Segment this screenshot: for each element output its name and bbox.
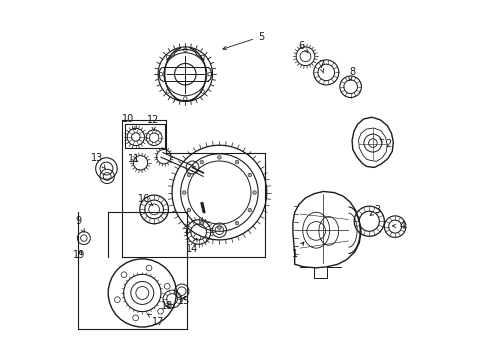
Text: 9: 9	[76, 216, 84, 232]
Circle shape	[217, 226, 221, 229]
Circle shape	[235, 221, 238, 225]
Text: 11: 11	[128, 154, 140, 164]
Text: 1: 1	[291, 242, 303, 258]
Circle shape	[200, 221, 203, 225]
Text: 12: 12	[146, 115, 159, 131]
Text: 14: 14	[186, 238, 198, 254]
Text: 10: 10	[122, 114, 135, 130]
Text: 2: 2	[379, 139, 390, 149]
Circle shape	[247, 208, 251, 212]
Text: 6: 6	[298, 41, 307, 53]
Text: 7: 7	[317, 60, 324, 73]
Text: 15: 15	[178, 296, 190, 306]
Text: 16: 16	[138, 194, 153, 206]
Text: 4: 4	[392, 221, 405, 231]
Text: 17: 17	[147, 314, 164, 327]
Circle shape	[187, 173, 190, 177]
Circle shape	[200, 160, 203, 164]
Text: 18: 18	[161, 301, 173, 311]
Text: 13: 13	[90, 153, 105, 168]
Circle shape	[247, 173, 251, 177]
Text: 5: 5	[223, 32, 264, 50]
Circle shape	[217, 156, 221, 159]
Circle shape	[182, 191, 185, 194]
Text: 19: 19	[73, 249, 85, 260]
Circle shape	[235, 160, 238, 164]
Text: 8: 8	[348, 67, 354, 81]
Text: 3: 3	[369, 206, 380, 216]
Circle shape	[187, 208, 190, 212]
Circle shape	[252, 191, 256, 194]
